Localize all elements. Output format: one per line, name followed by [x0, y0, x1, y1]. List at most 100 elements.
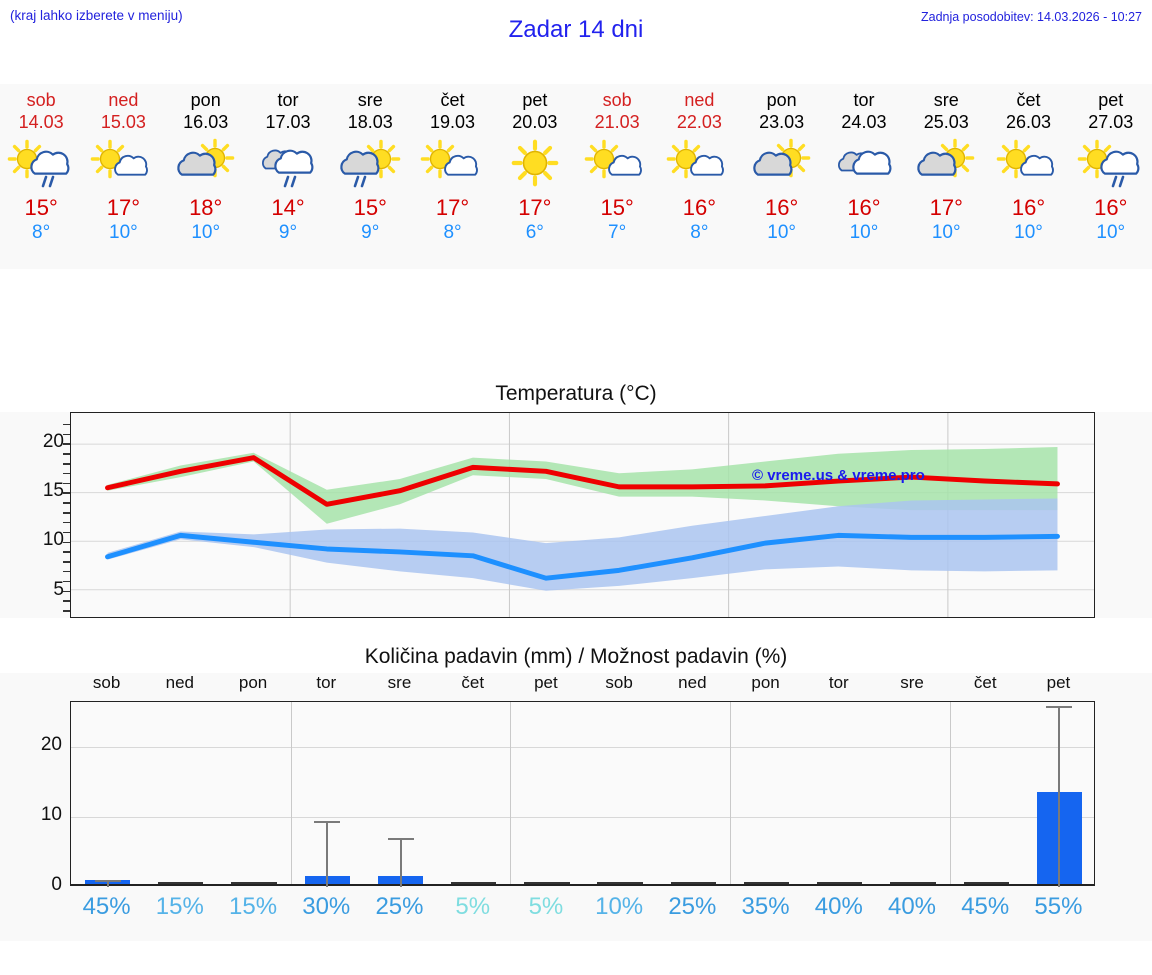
precipitation-day-labels: sob ned pon tor sre čet pet sob ned pon tor sre čet p… [70, 673, 1095, 697]
precipitation-day-label: ned [165, 673, 195, 692]
precipitation-error-cap [94, 880, 121, 882]
cloud-icon [825, 137, 903, 193]
forecast-day-cell[interactable]: pon 16.03 18° 10° [165, 84, 247, 269]
max-temperature-label: 14° [271, 195, 305, 220]
temperature-axis-tick [63, 502, 70, 504]
forecast-day-cell[interactable]: sre 25.03 17° 10° [905, 84, 987, 269]
precipitation-day-label: pet [1046, 673, 1071, 692]
temperature-axis-tick [63, 423, 70, 426]
temperature-axis-tick [63, 443, 70, 445]
day-of-week-label: ned [108, 90, 139, 110]
day-date-label: 23.03 [759, 112, 805, 132]
min-temperature-label: 6° [525, 222, 544, 243]
max-temperature-label: 16° [1094, 195, 1128, 220]
precipitation-probability-label: 15% [155, 893, 204, 920]
temperature-axis-tick [63, 570, 70, 573]
cloud-sun-icon [743, 137, 821, 193]
precipitation-bar [597, 881, 643, 884]
precipitation-gridline [729, 702, 731, 884]
temperature-axis-tick [63, 600, 70, 602]
forecast-day-cell[interactable]: ned 22.03 16° 8° [658, 84, 740, 269]
precipitation-probability-label: 55% [1034, 893, 1083, 920]
day-date-label: 15.03 [100, 112, 146, 132]
day-date-label: 16.03 [183, 112, 229, 132]
day-date-label: 17.03 [265, 112, 311, 132]
forecast-day-cell[interactable]: čet 19.03 17° 8° [411, 84, 493, 269]
precipitation-day-label: pon [751, 673, 780, 692]
temperature-axis-tick [63, 521, 70, 524]
precipitation-gridline [510, 702, 512, 884]
precipitation-day-label: tor [316, 673, 337, 692]
forecast-day-cell[interactable]: sob 21.03 15° 7° [576, 84, 658, 269]
precipitation-day-label: sre [900, 673, 924, 692]
min-temperature-label: 7° [608, 222, 627, 243]
max-temperature-label: 17° [518, 195, 552, 220]
precipitation-gridline [949, 702, 951, 884]
precipitation-chart-title: Količina padavin (mm) / Možnost padavin … [364, 645, 788, 668]
forecast-day-cell[interactable]: tor 17.03 14° 9° [247, 84, 329, 269]
precipitation-bar [890, 881, 936, 884]
precipitation-error-bar [326, 820, 329, 887]
temperature-chart-title: Temperatura (°C) [495, 382, 657, 405]
forecast-day-cell[interactable]: tor 24.03 16° 10° [823, 84, 905, 269]
day-date-label: 26.03 [1005, 112, 1052, 132]
forecast-day-cell[interactable]: sre 18.03 15° 9° [329, 84, 411, 269]
temperature-y-tick-label: 10 [42, 529, 64, 551]
cloud-sun-icon [907, 137, 985, 193]
min-temperature-label: 10° [931, 222, 961, 243]
temperature-axis-tick [63, 541, 70, 543]
day-of-week-label: čet [440, 90, 465, 110]
precipitation-day-label: pon [238, 673, 268, 692]
day-date-label: 19.03 [430, 112, 476, 132]
cloud-sun-icon [167, 137, 245, 193]
max-temperature-label: 16° [765, 195, 799, 220]
temperature-axis-tick [63, 512, 70, 514]
temperature-axis-tick [63, 531, 70, 534]
precipitation-bar [670, 881, 716, 884]
day-date-label: 27.03 [1088, 112, 1134, 132]
precipitation-probability-label: 35% [741, 893, 790, 920]
precipitation-day-label: sob [92, 673, 121, 692]
day-of-week-label: sre [357, 90, 383, 110]
cloud-rain-icon [249, 137, 327, 193]
min-temperature-label: 8° [690, 222, 709, 243]
precipitation-gridline [71, 817, 1094, 819]
forecast-day-cell[interactable]: čet 26.03 16° 10° [987, 84, 1069, 269]
forecast-day-cell[interactable]: ned 15.03 17° 10° [82, 84, 164, 269]
temperature-axis-tick [63, 580, 70, 583]
max-temperature-label: 17° [106, 195, 141, 220]
forecast-day-cell[interactable]: sob 14.03 15° 8° [0, 84, 82, 269]
precipitation-error-cap [1046, 705, 1073, 708]
precipitation-bar [524, 881, 570, 884]
precipitation-probability-label: 25% [375, 893, 424, 920]
precipitation-day-label: tor [828, 673, 849, 692]
max-temperature-label: 15° [600, 195, 634, 220]
min-temperature-label: 10° [109, 222, 138, 243]
precipitation-error-cap [314, 820, 341, 823]
forecast-day-cell[interactable]: pet 27.03 16° 10° [1070, 84, 1152, 269]
precipitation-bar [743, 881, 790, 884]
menu-hint-text: (kraj lahko izberete v meniju) [10, 8, 183, 23]
precipitation-day-label: ned [678, 673, 707, 692]
precipitation-bar [963, 881, 1009, 884]
min-temperature-label: 8° [443, 222, 462, 243]
day-of-week-label: pet [1098, 90, 1124, 110]
precipitation-bar [817, 881, 863, 884]
precipitation-bar [158, 881, 204, 884]
cloud-sun-rain-icon [331, 137, 409, 193]
max-temperature-label: 17° [929, 195, 963, 220]
day-date-label: 21.03 [594, 112, 640, 132]
precipitation-probability-label: 40% [887, 893, 937, 920]
precipitation-y-tick-label: 20 [40, 734, 62, 756]
day-of-week-label: sob [602, 90, 632, 110]
forecast-day-cell[interactable]: pet 20.03 17° 6° [494, 84, 576, 269]
temperature-axis-tick [63, 561, 70, 563]
precipitation-day-label: sre [387, 673, 412, 692]
max-temperature-label: 16° [682, 195, 717, 220]
max-temperature-label: 16° [1011, 195, 1046, 220]
precipitation-error-bar [1058, 705, 1061, 887]
precipitation-error-cap [387, 838, 414, 841]
forecast-day-cell[interactable]: pon 23.03 16° 10° [741, 84, 823, 269]
day-of-week-label: pon [766, 90, 797, 110]
day-date-label: 14.03 [18, 112, 64, 132]
